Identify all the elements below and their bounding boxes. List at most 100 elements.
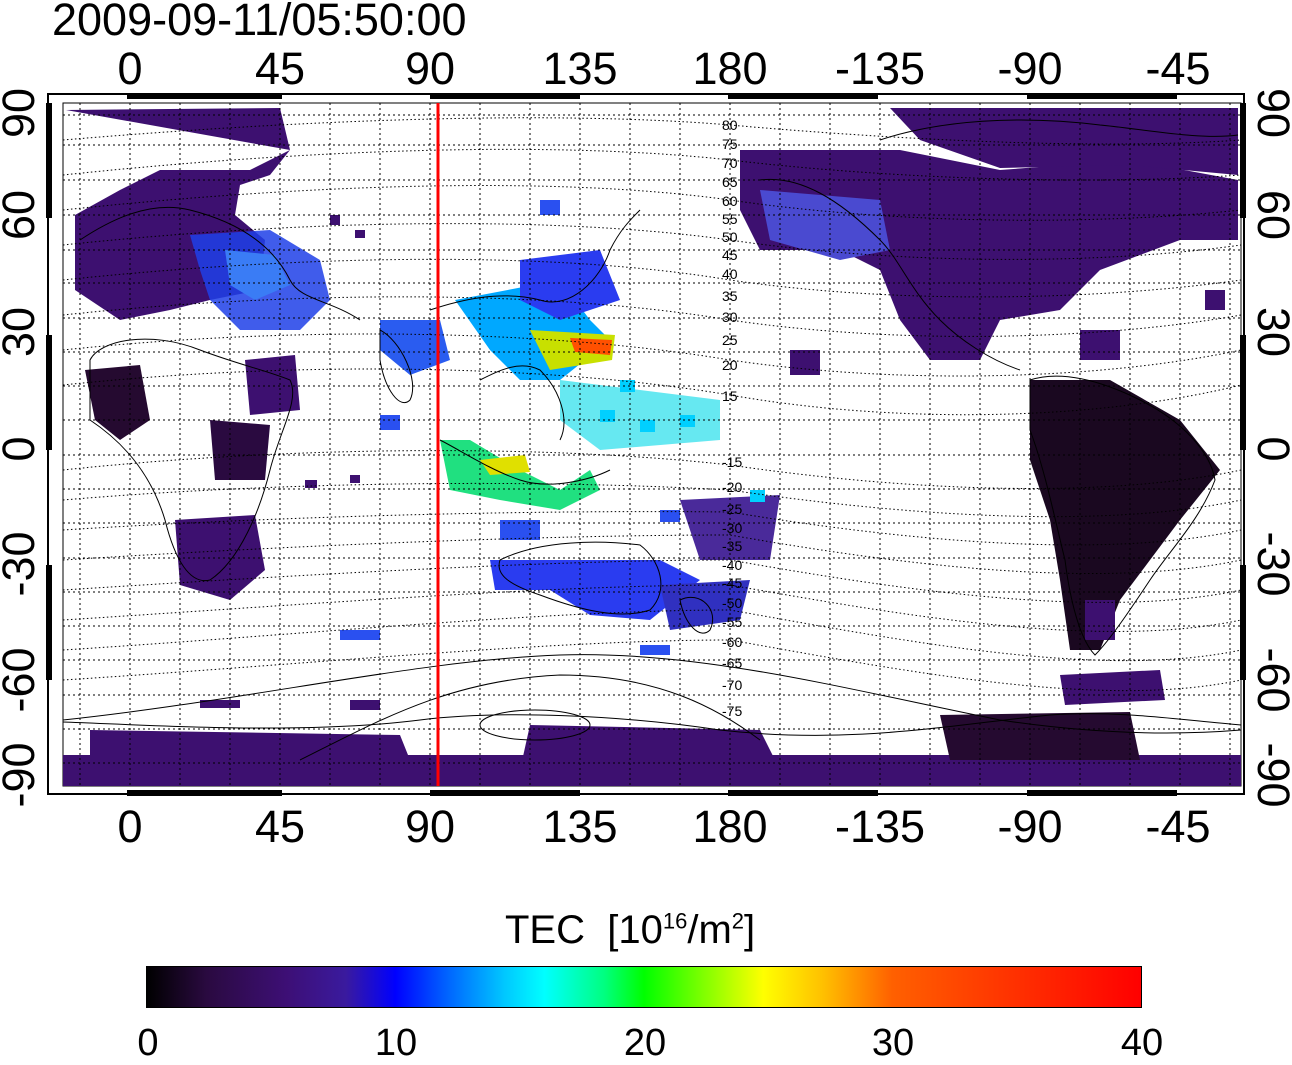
right-lat-label: -60 [1248,647,1292,712]
tec-region-sea-green [440,440,600,510]
colorbar-tick: 20 [623,1022,667,1064]
maglat-label: 65 [722,174,738,190]
maglat-label: -70 [722,677,742,693]
bottom-lon-label: 45 [255,801,305,852]
top-lon-label: 45 [255,43,305,94]
maglat-label: 80 [722,117,738,133]
right-lat-label: -90 [1248,742,1292,807]
bottom-lon-label: -135 [835,801,925,852]
tec-scatter-cyan [600,380,765,502]
top-lon-label: 0 [117,43,142,94]
tec-region-korea-blue [520,250,620,320]
tec-region-pacific [560,380,720,450]
maglat-label: -35 [722,538,742,554]
maglat-label: 50 [722,229,738,245]
tec-region-sea-yellow [480,455,530,475]
tec-colorbar [146,966,1142,1008]
tec-data-layer [63,108,1241,786]
maglat-label: 55 [722,211,738,227]
bottom-lon-axis: 0 45 90 135 180 -135 -90 -45 [117,801,1210,852]
tec-region-antarctic [63,755,1241,786]
frame-tick-bars [46,93,1246,796]
tec-region-nz [660,580,750,630]
left-lat-label: 90 [0,88,44,138]
bottom-lon-label: 0 [117,801,142,852]
maglat-label: -15 [722,454,742,470]
coastlines [63,119,1241,736]
bottom-lon-label: -90 [997,801,1062,852]
maglat-label: 30 [722,309,738,325]
tec-region-india [380,320,450,375]
colorbar-tick: 0 [137,1022,159,1064]
left-lat-label: -90 [0,742,44,807]
maglat-label: -60 [722,634,742,650]
bottom-lon-label: 90 [405,801,455,852]
maglat-label: -25 [722,501,742,517]
bottom-lon-label: 180 [692,801,767,852]
tec-region-antarctic-3 [520,725,780,770]
top-lon-label: 180 [692,43,767,94]
tec-region-s-atlantic [1060,670,1165,705]
left-lat-label: -30 [0,531,44,596]
top-lon-label: 90 [405,43,455,94]
colorbar-unit-mid: /m [687,908,732,952]
maglat-label: -45 [722,575,742,591]
right-lat-label: 90 [1248,88,1292,138]
colorbar-unit-base: 10 [618,908,663,952]
tec-scatter [200,215,1225,710]
left-lat-label: 0 [0,436,44,461]
tec-region-canada-north [890,108,1238,175]
top-lon-label: 135 [542,43,617,94]
colorbar-unit-exp: 16 [662,908,688,934]
left-lat-label: -60 [0,647,44,712]
tec-region-alaska-blue [760,190,890,260]
tec-region-europe-cyan [225,250,290,300]
tec-region-antarctic-2 [90,730,410,765]
tec-region-australia [490,560,700,620]
tec-region-africa-c [210,420,270,480]
tec-region-pac-east [680,495,780,560]
colorbar-unit-exp2: 2 [731,908,745,934]
lat-lon-grid [63,103,1241,786]
tec-region-samerica [1030,380,1220,650]
colorbar-title: TEC [1016/m2] [505,908,756,952]
tec-region-japan-peak [570,338,612,355]
colorbar-tick: 10 [374,1022,418,1064]
maglat-label: -50 [722,595,742,611]
top-lon-label: -45 [1145,43,1210,94]
maglat-label: 40 [722,266,738,282]
maglat-label: -65 [722,655,742,671]
maglat-label: 15 [722,388,738,404]
maglat-contours [63,117,1241,692]
left-lat-axis: 90 60 30 0 -30 -60 -90 [0,88,44,808]
colorbar-tick: 30 [871,1022,915,1064]
right-lat-axis: 90 60 30 0 -30 -60 -90 [1248,88,1292,808]
right-lat-label: 60 [1248,190,1292,240]
maglat-label: 35 [722,288,738,304]
maglat-contours-solid [63,654,1241,761]
maglat-label-group: 80 75 70 65 60 55 50 45 40 35 30 25 20 1… [722,117,742,719]
tec-region-africa-w [85,365,150,440]
left-lat-label: 30 [0,307,44,357]
tec-region-africa-n [245,355,300,415]
right-lat-label: 30 [1248,307,1292,357]
maglat-label: 60 [722,193,738,209]
maglat-label: 70 [722,155,738,171]
maglat-label: 20 [722,357,738,373]
maglat-label: 25 [722,332,738,348]
bottom-lon-label: 135 [542,801,617,852]
maglat-label: -40 [722,557,742,573]
bottom-lon-label: -45 [1145,801,1210,852]
maglat-label: -75 [722,703,742,719]
maglat-label: -30 [722,520,742,536]
maglat-label: -55 [722,614,742,630]
top-lon-label: -90 [997,43,1062,94]
colorbar-title-text: TEC [505,908,585,952]
timestamp-title: 2009-09-11/05:50:00 [52,0,467,45]
maglat-label: 75 [722,136,738,152]
maglat-label: -20 [722,479,742,495]
right-lat-label: 0 [1248,436,1292,461]
tec-map: 80 75 70 65 60 55 50 45 40 35 30 25 20 1… [0,43,1292,852]
colorbar-tick: 40 [1120,1022,1164,1064]
top-lon-label: -135 [835,43,925,94]
